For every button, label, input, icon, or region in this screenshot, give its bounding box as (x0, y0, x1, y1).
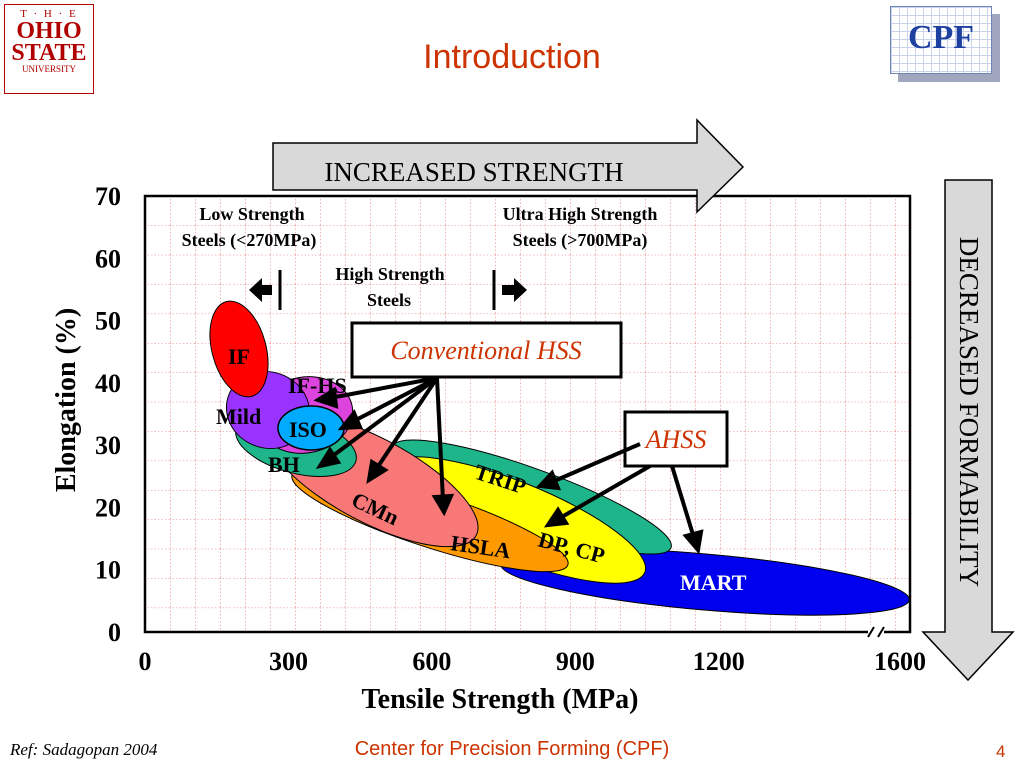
pointer-iso-head (337, 409, 363, 431)
x-tick-label: 900 (556, 647, 595, 676)
cpf-badge: CPF (890, 6, 992, 74)
conventional-hss-box (350, 321, 623, 379)
x-tick-label: 1200 (693, 647, 745, 676)
y-tick-label: 70 (95, 182, 121, 211)
increased-strength-label: INCREASED STRENGTH (324, 157, 623, 187)
ultra-high-bracket (492, 270, 527, 310)
high-strength-line1: High Strength (335, 264, 444, 284)
logo-line-3: STATE (11, 40, 87, 66)
pointer-cmn (375, 376, 439, 470)
low-strength-bracket (249, 270, 282, 310)
region-label-mild: Mild (216, 404, 261, 429)
pointer-mart-head (682, 529, 704, 555)
pointer-bh-head (315, 446, 342, 469)
y-axis-label: Elongation (%) (51, 308, 82, 492)
logo-line-4: UNIVERSITY (22, 64, 76, 74)
low-strength-line1: Low Strength (199, 204, 304, 224)
region-label-mart: MART (680, 570, 747, 595)
y-tick-label: 60 (95, 244, 121, 273)
ultra-high-line2: Steels (>700MPa) (513, 230, 648, 251)
logo-line-2: OHIO (16, 18, 82, 44)
pointer-dpcp-head (543, 506, 570, 528)
pointer-hsla (435, 377, 445, 501)
pointer-cmn-head (366, 458, 389, 485)
pointer-mart (670, 465, 696, 539)
page-number: 4 (996, 742, 1006, 761)
ahss-label: AHSS (644, 425, 707, 454)
pointer-ifhs (329, 376, 438, 400)
decreased-formability-label: DECREASED FORMABILITY (954, 237, 984, 587)
high-strength-line2: Steels (367, 290, 411, 310)
region-label-ifhs: IF-HS (288, 373, 347, 398)
ahss-box (623, 410, 729, 468)
x-axis-label: Tensile Strength (MPa) (362, 684, 639, 715)
y-tick-label: 0 (108, 618, 121, 647)
logo-line-1: T · H · E (20, 8, 78, 20)
x-tick-label: 1600 (874, 647, 926, 676)
plot-frame (143, 194, 912, 634)
y-tick-label: 30 (95, 431, 121, 460)
pointer-ifhs-head (313, 386, 339, 409)
increased-strength-arrow: INCREASED STRENGTH (272, 118, 745, 214)
low-strength-line2: Steels (<270MPa) (182, 230, 317, 251)
university-logo: T · H · E OHIO STATE UNIVERSITY (4, 4, 94, 94)
region-label-bh: BH (268, 452, 300, 477)
x-tick-label: 600 (412, 647, 451, 676)
ultra-high-line1: Ultra High Strength (503, 204, 658, 224)
decreased-formability-arrow: DECREASED FORMABILITY (921, 179, 1015, 682)
y-tick-label: 50 (95, 307, 121, 336)
region-if (209, 300, 269, 398)
y-tick-label: 10 (95, 556, 121, 585)
x-tick-label: 0 (139, 647, 152, 676)
axis-break-line-1 (867, 626, 875, 638)
pointer-bh (328, 376, 439, 460)
pointer-iso (351, 376, 438, 424)
region-label-if: IF (228, 344, 250, 369)
conventional-hss-label: Conventional HSS (390, 336, 581, 365)
footer-center-text: Center for Precision Forming (CPF) (354, 738, 670, 760)
reference-note: Ref: Sadagopan 2004 (10, 740, 158, 759)
y-tick-label: 20 (95, 493, 121, 522)
x-tick-label: 300 (269, 647, 308, 676)
slide-title: Introduction (423, 38, 601, 76)
pointer-trip-head (535, 469, 562, 491)
y-tick-label: 40 (95, 369, 121, 398)
pointer-dpcp (558, 464, 652, 520)
pointer-trip (551, 442, 641, 484)
pointer-hsla-head (431, 493, 455, 517)
axis-break-line-2 (877, 626, 885, 638)
cpf-badge-label: CPF (907, 19, 975, 56)
region-label-iso: ISO (289, 417, 327, 442)
